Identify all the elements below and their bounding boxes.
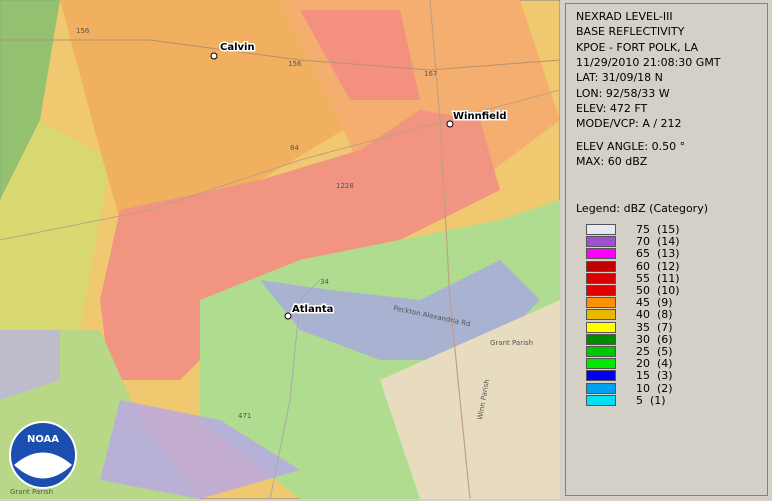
legend-label: 70 (14) [636, 235, 680, 249]
road-label: 34 [320, 278, 329, 286]
legend-swatch [586, 346, 616, 357]
road-label: 84 [290, 144, 299, 152]
legend-swatch [586, 370, 616, 382]
road-label: 156 [288, 60, 302, 68]
legend-swatch [586, 272, 616, 284]
legend-label: 65 (13) [636, 247, 680, 261]
legend-title: Legend: dBZ (Category) [576, 202, 708, 215]
legend-label: 30 (6) [636, 332, 673, 346]
info-line: KPOE - FORT POLK, LA [576, 40, 698, 54]
legend-swatch [586, 260, 616, 272]
legend-swatch [586, 358, 616, 370]
legend-swatch [586, 285, 616, 296]
city-label: Atlanta [292, 304, 333, 315]
parish-label: Grant Parish [490, 339, 533, 347]
info-line: ELEV: 472 FT [576, 101, 648, 115]
legend-label: 55 (11) [636, 271, 680, 285]
radar-map: Calvin Winnfield Atlanta 156 156 84 1228… [0, 0, 560, 499]
info-line: MODE/VCP: A / 212 [576, 117, 682, 131]
info-line: LON: 92/58/33 W [576, 86, 670, 100]
road-label: 156 [76, 27, 90, 35]
info-line: NEXRAD LEVEL-III [576, 10, 673, 23]
legend-swatch [586, 382, 616, 394]
legend-swatch [586, 224, 616, 235]
legend-label: 15 (3) [636, 369, 673, 383]
info-line: ELEV ANGLE: 0.50 ° [576, 140, 686, 153]
legend-swatch [586, 248, 616, 260]
legend-label: 5 (1) [636, 393, 666, 407]
info-line: 11/29/2010 21:08:30 GMT [576, 55, 721, 69]
legend-label: 10 (2) [636, 381, 673, 395]
info-line: LAT: 31/09/18 N [576, 71, 663, 85]
city-label: Winnfield [453, 111, 506, 122]
info-line: BASE REFLECTIVITY [576, 25, 685, 39]
legend-swatch [586, 236, 616, 248]
road-label: 471 [238, 412, 251, 420]
legend-label: 60 (12) [636, 259, 680, 273]
legend-label: 45 (9) [636, 296, 673, 310]
legend-label: 35 (7) [636, 320, 673, 334]
legend-label: 50 (10) [636, 284, 680, 297]
legend-label: 20 (4) [636, 357, 673, 371]
legend-swatch [586, 321, 616, 333]
legend-swatch [586, 309, 616, 321]
city-label: Calvin [220, 42, 255, 53]
info-line: MAX: 60 dBZ [576, 155, 648, 169]
road-label: 167 [424, 70, 437, 78]
legend-label: 40 (8) [636, 308, 673, 322]
legend-swatch [586, 333, 616, 345]
legend-swatch [586, 297, 616, 309]
legend-label: 75 (15) [636, 223, 680, 236]
legend-label: 25 (5) [636, 345, 673, 358]
info-panel: NEXRAD LEVEL-III BASE REFLECTIVITY KPOE - … [565, 3, 768, 496]
legend-swatch [586, 394, 616, 406]
logo-text: NOAA [27, 434, 59, 445]
parish-label: Grant Parish [10, 488, 53, 496]
road-label: 1228 [336, 182, 354, 190]
